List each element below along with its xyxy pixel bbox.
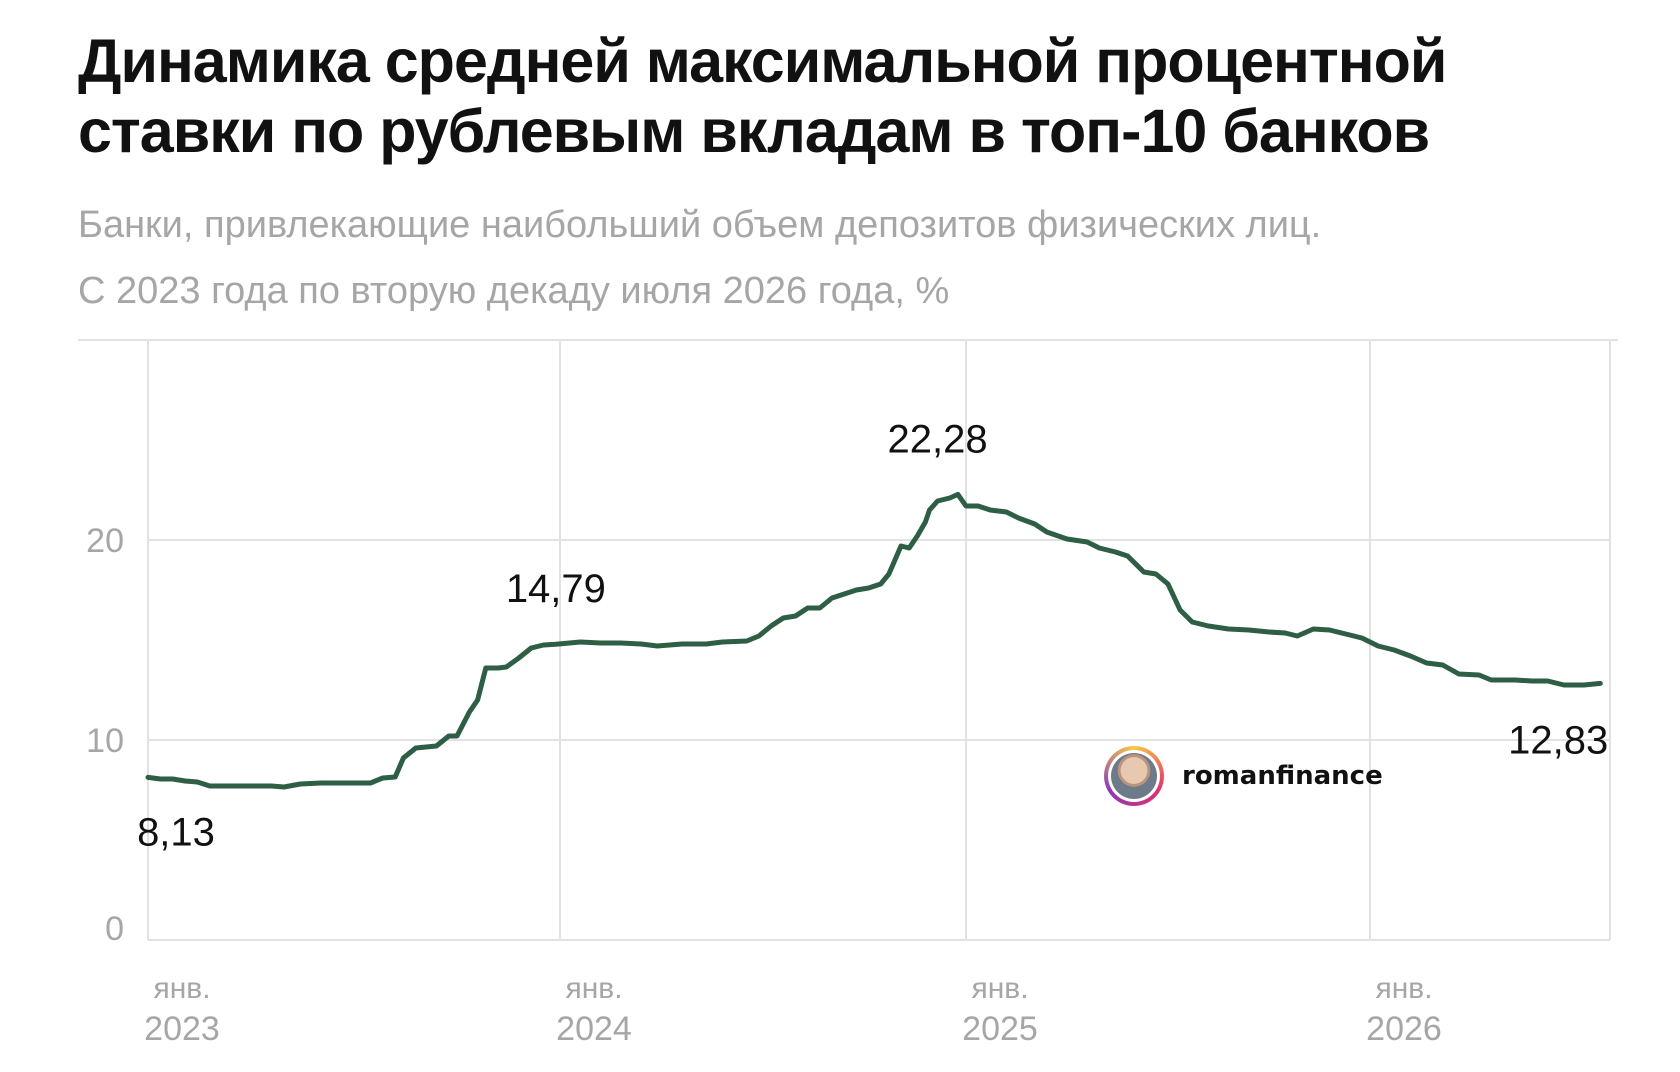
- y-tick-label: 0: [105, 910, 124, 948]
- chart-title: Динамика средней максимальной процентной…: [78, 27, 1447, 165]
- subtitle-line-2: С 2023 года по вторую декаду июля 2026 г…: [78, 270, 950, 312]
- data-label: 8,13: [137, 810, 215, 854]
- x-tick-label-month: янв.: [1375, 972, 1432, 1005]
- y-tick-label: 20: [86, 522, 124, 560]
- x-tick-label-year: 2023: [144, 1010, 220, 1048]
- x-tick-label-month: янв.: [971, 972, 1028, 1005]
- series-line: [145, 491, 1603, 790]
- y-tick-label: 10: [86, 722, 124, 760]
- watermark-text: romanfinance: [1182, 761, 1383, 791]
- x-tick-label-year: 2024: [556, 1010, 632, 1048]
- x-tick-label-month: янв.: [565, 972, 622, 1005]
- chart-subtitle: Банки, привлекающие наибольший объем деп…: [78, 192, 1638, 324]
- data-label: 12,83: [1508, 718, 1608, 762]
- data-label: 14,79: [506, 567, 606, 611]
- avatar-icon: [1104, 746, 1164, 806]
- x-tick-label-month: янв.: [153, 972, 210, 1005]
- x-tick-label-year: 2025: [962, 1010, 1038, 1048]
- subtitle-line-1: Банки, привлекающие наибольший объем деп…: [78, 204, 1322, 246]
- x-tick-label-year: 2026: [1366, 1010, 1442, 1048]
- watermark: romanfinance: [1104, 744, 1383, 808]
- data-label: 22,28: [888, 417, 988, 461]
